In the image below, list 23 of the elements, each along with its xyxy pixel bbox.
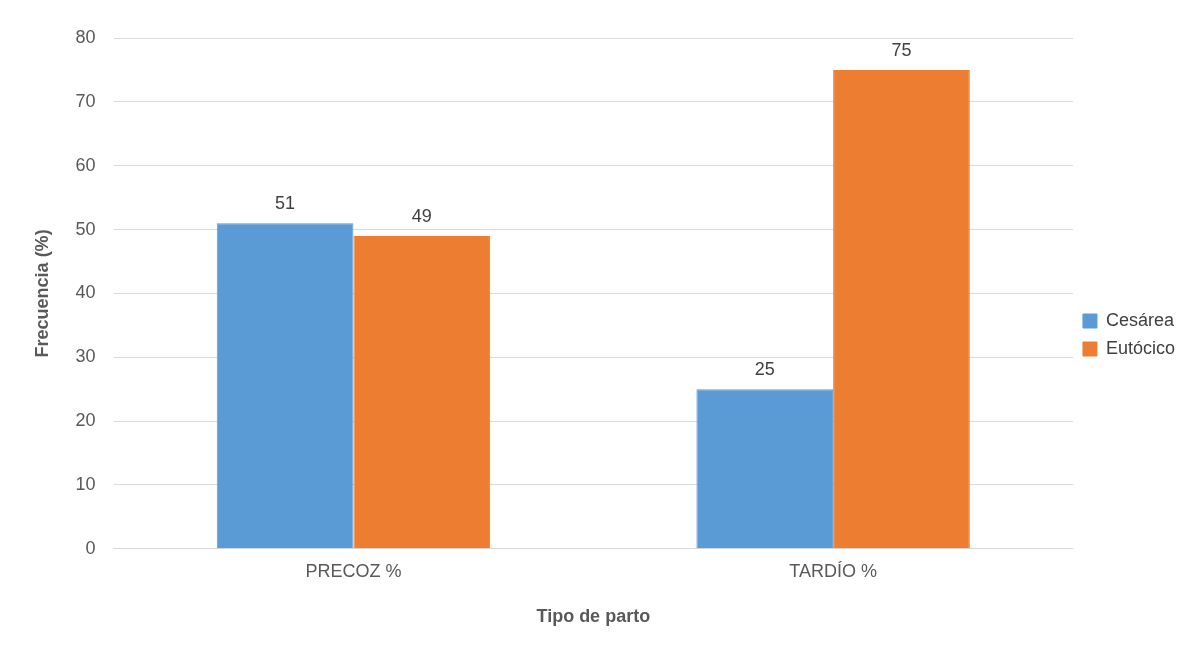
y-tick-label: 30 — [75, 346, 96, 367]
y-tick-label: 70 — [75, 90, 96, 111]
y-tick-label: 20 — [75, 410, 96, 431]
legend-label: Cesárea — [1105, 309, 1175, 330]
bar — [696, 389, 834, 549]
x-tick-label: PRECOZ % — [305, 560, 402, 581]
x-tick-label: TARDÍO % — [789, 560, 877, 581]
y-tick-label: 0 — [85, 537, 96, 558]
y-tick-label: 10 — [75, 473, 96, 494]
data-label: 51 — [275, 193, 296, 214]
bar — [216, 223, 354, 549]
y-axis-title: Frecuencia (%) — [31, 229, 52, 358]
y-tick-label: 60 — [75, 154, 96, 175]
data-label: 49 — [411, 205, 432, 226]
bar — [353, 235, 491, 549]
data-label: 75 — [891, 39, 912, 60]
y-tick-label: 40 — [75, 282, 96, 303]
y-tick-label: 50 — [75, 218, 96, 239]
y-tick-label: 80 — [75, 26, 96, 47]
bar — [833, 69, 970, 549]
data-label: 25 — [754, 359, 775, 380]
x-axis-title: Tipo de parto — [536, 606, 651, 627]
legend-label: Eutócico — [1105, 337, 1176, 358]
